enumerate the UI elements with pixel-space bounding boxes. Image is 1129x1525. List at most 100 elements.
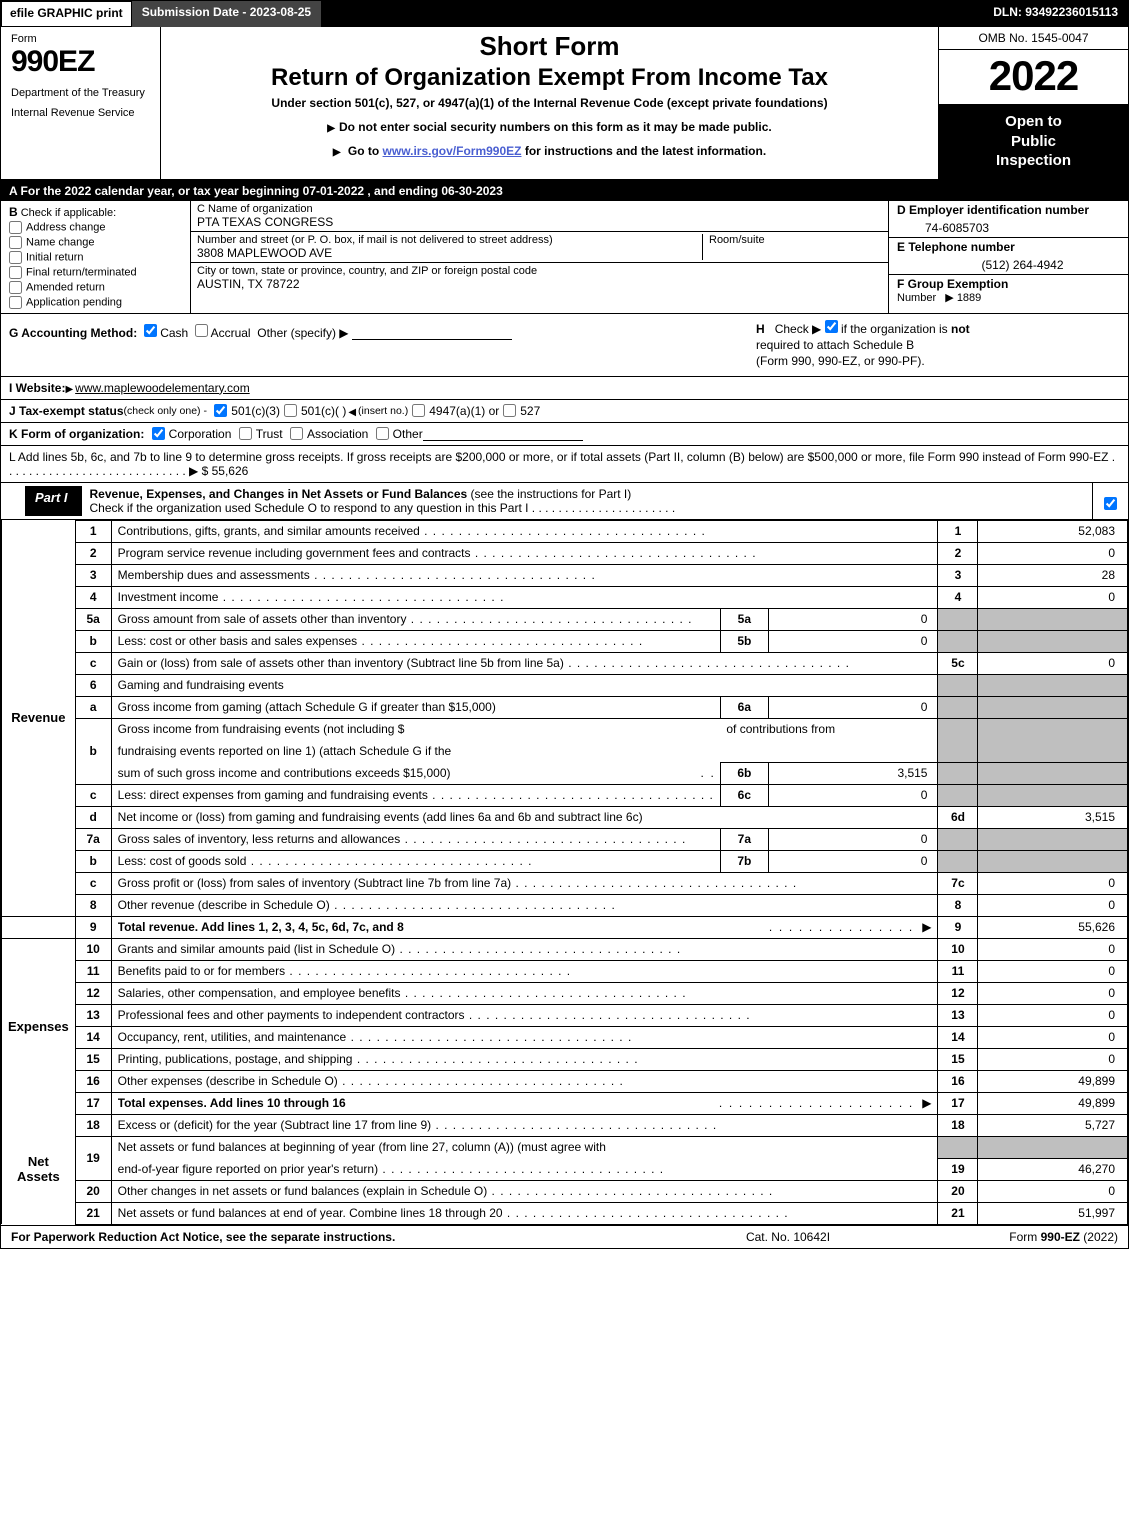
part1-title: Revenue, Expenses, and Changes in Net As… [82,483,1092,519]
f-value: 1889 [957,292,981,304]
k-corp: Corporation [169,427,232,441]
line-19b: end-of-year figure reported on prior yea… [2,1158,1128,1180]
gh-block: G Accounting Method: Cash Accrual Other … [1,314,1128,377]
submission-date-label: Submission Date - 2023-08-25 [132,1,321,27]
ein-value: 74-6085703 [897,221,1120,235]
chk-application-pending-box[interactable] [9,296,22,309]
chk-name-change[interactable]: Name change [9,236,182,249]
footer-mid: Cat. No. 10642I [658,1230,918,1244]
line-10: Expenses 10 Grants and similar amounts p… [2,938,1128,960]
l-amount: $ 55,626 [202,464,249,478]
c-city-row: City or town, state or province, country… [191,263,888,293]
lines-table: Revenue 1 Contributions, gifts, grants, … [1,520,1128,1225]
f-row: F Group Exemption Number ▶ 1889 [889,275,1128,306]
open-line3: Inspection [943,151,1124,171]
j-insert: (insert no.) [358,405,408,417]
short-form-title: Short Form [167,31,932,62]
line-11: 11 Benefits paid to or for members 11 0 [2,960,1128,982]
dept-treasury: Department of the Treasury [11,87,154,99]
chk-trust[interactable] [239,427,252,440]
part1-title-rest: (see the instructions for Part I) [467,487,631,501]
e-label: E Telephone number [897,240,1120,254]
line-7a: 7a Gross sales of inventory, less return… [2,828,1128,850]
j-501c: 501(c)( ) [301,404,346,418]
h-label: H [756,322,765,336]
h-not: not [951,322,970,336]
j-label: J Tax-exempt status [9,404,124,418]
c-name-label: C Name of organization [197,203,882,215]
addr-label: Number and street (or P. O. box, if mail… [197,234,702,246]
arrow-left-icon [346,404,358,418]
chk-final-return[interactable]: Final return/terminated [9,266,182,279]
tax-year: 2022 [939,50,1128,104]
part1-check-cell [1092,483,1128,519]
chk-application-pending[interactable]: Application pending [9,296,182,309]
k-other: Other [393,427,423,441]
c-name-row: C Name of organization PTA TEXAS CONGRES… [191,201,888,232]
open-inspection-badge: Open to Public Inspection [939,104,1128,179]
chk-amended-return[interactable]: Amended return [9,281,182,294]
header-right: OMB No. 1545-0047 2022 Open to Public In… [938,27,1128,179]
f-label2: Number [897,292,936,304]
chk-initial-return[interactable]: Initial return [9,251,182,264]
l-text: L Add lines 5b, 6c, and 7b to line 9 to … [9,450,1108,464]
side-net: Net Assets [2,1114,76,1224]
chk-part1-scho[interactable] [1104,497,1117,510]
line-5a: 5a Gross amount from sale of assets othe… [2,608,1128,630]
chk-501c3[interactable] [214,404,227,417]
line-19a: 19 Net assets or fund balances at beginn… [2,1136,1128,1158]
chk-501c[interactable] [284,404,297,417]
line-17: 17 Total expenses. Add lines 10 through … [2,1092,1128,1114]
chk-h[interactable] [825,320,838,333]
chk-amended-return-box[interactable] [9,281,22,294]
chk-name-change-box[interactable] [9,236,22,249]
side-expenses: Expenses [2,938,76,1114]
line-7c: c Gross profit or (loss) from sales of i… [2,872,1128,894]
room-label: Room/suite [709,234,882,246]
open-line1: Open to [943,112,1124,132]
city-value: AUSTIN, TX 78722 [197,277,882,291]
goto-prefix: Go to [348,144,383,158]
chk-other[interactable] [376,427,389,440]
chk-initial-return-box[interactable] [9,251,22,264]
g-other-input[interactable] [352,326,512,340]
d-label: D Employer identification number [897,203,1120,217]
top-bar: efile GRAPHIC print Submission Date - 20… [1,1,1128,27]
box-c: C Name of organization PTA TEXAS CONGRES… [191,201,888,313]
chk-assoc[interactable] [290,427,303,440]
line-4: 4 Investment income 4 0 [2,586,1128,608]
phone-value: (512) 264-4942 [897,258,1120,272]
line-12: 12 Salaries, other compensation, and emp… [2,982,1128,1004]
chk-corp[interactable] [152,427,165,440]
chk-accrual[interactable] [195,324,208,337]
line-6: 6 Gaming and fundraising events [2,674,1128,696]
part1-check-line: Check if the organization used Schedule … [90,501,529,515]
chk-final-return-box[interactable] [9,266,22,279]
chk-527[interactable] [503,404,516,417]
h-text3: (Form 990, 990-EZ, or 990-PF). [756,354,1120,368]
g-other: Other (specify) [257,326,336,340]
goto-link[interactable]: www.irs.gov/Form990EZ [383,144,522,158]
chk-4947[interactable] [412,404,425,417]
chk-address-change[interactable]: Address change [9,221,182,234]
g-label: G Accounting Method: [9,326,137,340]
box-b: B Check if applicable: Address change Na… [1,201,191,313]
part1-header: Part I Revenue, Expenses, and Changes in… [1,483,1128,520]
h-text2: required to attach Schedule B [756,338,1120,352]
header-block: Form 990EZ Department of the Treasury In… [1,27,1128,181]
line-15: 15 Printing, publications, postage, and … [2,1048,1128,1070]
form-number: 990EZ [11,45,154,79]
j-small: (check only one) - [124,405,207,417]
chk-address-change-box[interactable] [9,221,22,234]
dept-irs: Internal Revenue Service [11,107,154,119]
page-footer: For Paperwork Reduction Act Notice, see … [1,1225,1128,1248]
footer-right: Form 990-EZ (2022) [918,1230,1118,1244]
website-link[interactable]: www.maplewoodelementary.com [75,381,250,395]
line-8: 8 Other revenue (describe in Schedule O)… [2,894,1128,916]
chk-cash[interactable] [144,324,157,337]
row-k: K Form of organization: Corporation Trus… [1,423,1128,446]
open-line2: Public [943,132,1124,152]
k-other-input[interactable] [423,427,583,441]
row-h: H Check ▶ if the organization is not req… [748,314,1128,376]
line-6d: d Net income or (loss) from gaming and f… [2,806,1128,828]
